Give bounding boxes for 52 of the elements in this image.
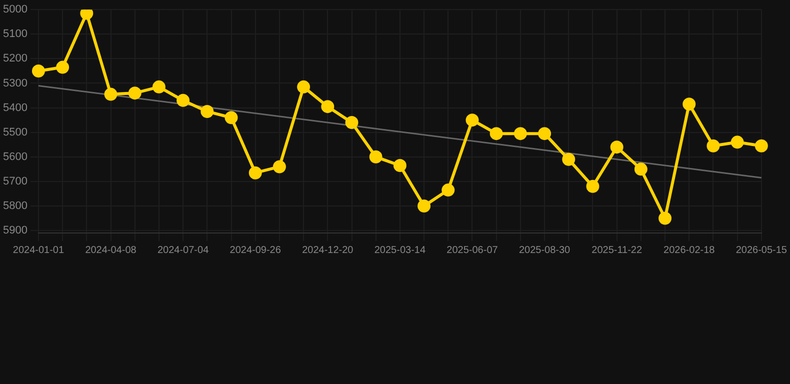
point <box>418 199 431 212</box>
x-tick-label: 2024-12-20 <box>302 244 354 256</box>
point <box>56 60 70 74</box>
x-tick-label: 2025-11-22 <box>592 244 642 256</box>
point <box>200 104 214 118</box>
point <box>345 116 358 130</box>
y-tick-label: 5700 <box>2 175 28 188</box>
point <box>730 136 744 149</box>
point <box>586 180 600 193</box>
y-tick-label: 5600 <box>2 150 28 163</box>
x-tick-label: 2024-07-04 <box>157 244 210 256</box>
y-tick-label: 5800 <box>2 200 28 212</box>
point <box>297 80 310 94</box>
point <box>32 64 45 78</box>
point <box>610 140 624 154</box>
point <box>152 80 166 94</box>
y-tick-label: 5100 <box>2 28 28 40</box>
x-tick-label: 2024-04-08 <box>85 244 137 256</box>
point <box>369 150 382 164</box>
point <box>490 127 503 140</box>
x-tick-label: 2025-06-07 <box>446 244 498 256</box>
y-tick-label: 5300 <box>2 77 28 90</box>
point <box>682 98 696 111</box>
x-tick-label: 2026-05-15 <box>736 244 788 256</box>
point <box>393 158 406 172</box>
point <box>104 88 118 101</box>
point <box>634 162 648 176</box>
y-tick-label: 5900 <box>2 224 28 237</box>
y-tick-label: 5400 <box>2 102 28 114</box>
x-tick-label: 2025-08-30 <box>518 244 571 256</box>
y-tick-label: 5000 <box>2 4 28 16</box>
x-tick-label: 2024-09-26 <box>230 244 282 256</box>
point <box>514 127 527 140</box>
point <box>321 100 334 114</box>
y-tick-label: 5500 <box>2 126 28 138</box>
point <box>176 94 190 107</box>
x-tick-label: 2024-01-01 <box>12 244 64 256</box>
point <box>562 152 576 166</box>
point <box>658 212 672 225</box>
y-tick-label: 5200 <box>2 52 28 65</box>
x-tick-label: 2026-02-18 <box>664 244 716 256</box>
point <box>248 166 262 180</box>
point <box>466 114 479 127</box>
point <box>272 160 286 174</box>
point <box>538 127 552 140</box>
point <box>754 139 768 152</box>
point <box>706 139 720 152</box>
point <box>224 111 238 124</box>
x-tick-label: 2025-03-14 <box>374 244 426 256</box>
point <box>128 86 142 100</box>
point <box>442 184 455 197</box>
point <box>80 10 94 20</box>
